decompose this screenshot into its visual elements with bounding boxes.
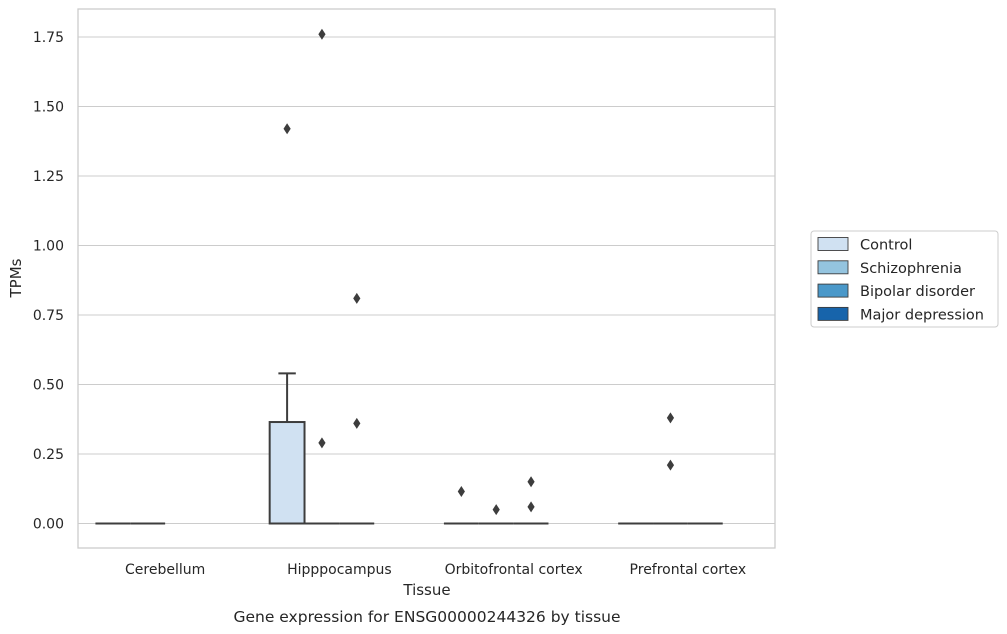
y-axis-label: TPMs [7, 258, 25, 298]
legend-swatch [817, 283, 849, 298]
x-tick-label: Cerebellum [125, 562, 205, 578]
outlier-point [666, 412, 675, 424]
legend-swatch [817, 260, 849, 275]
box-group [618, 412, 723, 525]
box [653, 412, 688, 525]
y-tick-label: 1.50 [33, 100, 64, 116]
y-tick-label: 1.75 [33, 30, 64, 46]
box [304, 28, 340, 525]
box-group [268, 28, 375, 525]
legend-item: Major depression [817, 306, 984, 323]
x-tick-label: Orbitofrontal cortex [445, 562, 583, 578]
box [268, 123, 306, 525]
legend-label: Major depression [860, 307, 984, 323]
plot-area-frame [77, 8, 776, 549]
legend: Control Schizophrenia Bipolar disorder Majo… [810, 230, 999, 328]
box [443, 486, 479, 525]
y-tick-label: 0.25 [33, 447, 64, 463]
x-tick-label: Prefrontal cortex [630, 562, 747, 578]
outlier-point [283, 123, 291, 135]
legend-swatch [817, 306, 849, 321]
x-axis-label: Tissue [402, 581, 450, 599]
box-group [443, 476, 549, 525]
y-tick-labels: 0.00 0.25 0.50 0.75 1.00 1.25 1.50 1.75 [33, 30, 64, 533]
legend-label: Control [860, 238, 912, 254]
box [339, 292, 375, 525]
y-tick-label: 1.00 [33, 239, 64, 255]
x-tick-labels: Cerebellum Hipppocampus Orbitofrontal cort… [125, 562, 746, 578]
y-tick-label: 1.25 [33, 169, 64, 185]
legend-item: Schizophrenia [817, 260, 962, 277]
outlier-point [527, 501, 535, 513]
outlier-point [353, 292, 361, 304]
box-groups [95, 28, 723, 525]
legend-frame [810, 230, 999, 328]
y-tick-label: 0.50 [33, 378, 64, 394]
outlier-point [318, 28, 326, 40]
outlier-point [492, 504, 500, 516]
legend-swatch [817, 237, 849, 251]
outlier-point [666, 459, 675, 471]
outlier-point [318, 437, 326, 449]
outlier-point [527, 476, 535, 488]
legend-item: Bipolar disorder [817, 283, 975, 300]
plot-area-background [78, 9, 775, 548]
y-tick-label: 0.75 [33, 308, 64, 324]
y-gridlines [78, 36, 775, 525]
chart-caption: Gene expression for ENSG00000244326 by t… [233, 608, 620, 626]
outlier-point [353, 417, 361, 429]
x-tick-label: Hipppocampus [287, 562, 392, 578]
legend-item: Control [817, 237, 912, 254]
box [478, 504, 514, 525]
box [513, 476, 549, 525]
legend-label: Schizophrenia [860, 261, 962, 277]
legend-label: Bipolar disorder [860, 284, 975, 300]
y-tick-label: 0.00 [33, 517, 64, 533]
outlier-point [457, 486, 465, 498]
box-body [268, 421, 306, 525]
legend-items: Control Schizophrenia Bipolar disorder Majo… [817, 237, 984, 323]
